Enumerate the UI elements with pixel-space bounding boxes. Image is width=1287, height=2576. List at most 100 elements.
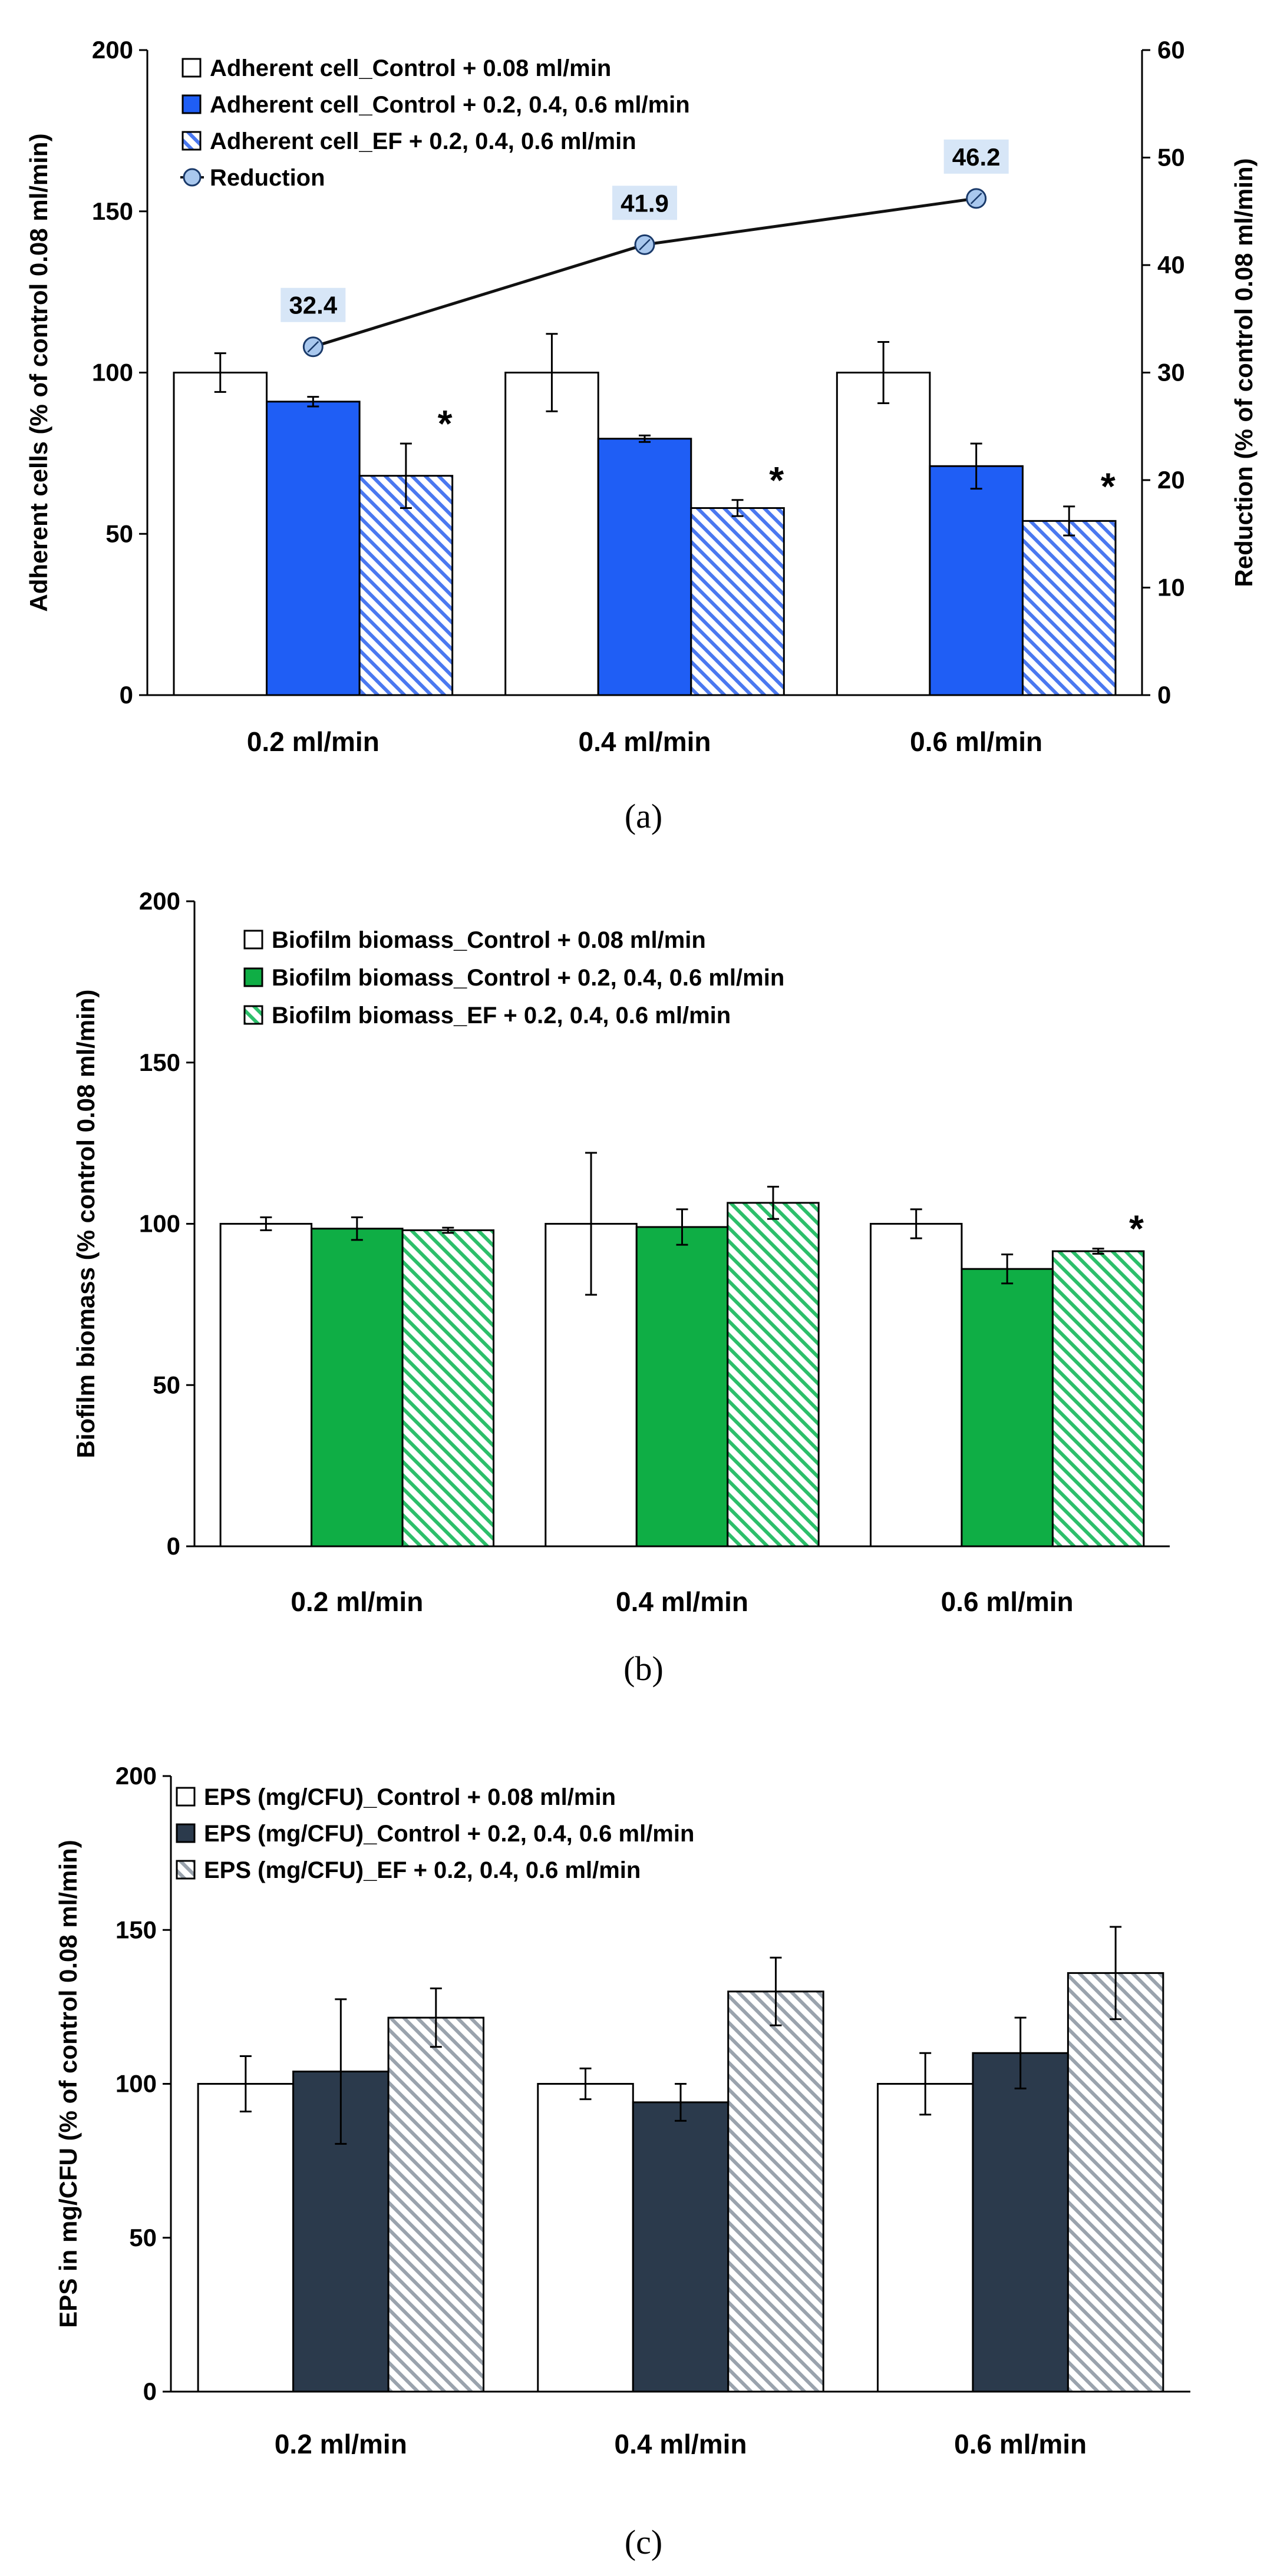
legend-marker-swatch — [183, 168, 202, 187]
legend-label: EPS (mg/CFU)_Control + 0.08 ml/min — [204, 1784, 616, 1810]
legend-label: EPS (mg/CFU)_EF + 0.2, 0.4, 0.6 ml/min — [204, 1857, 641, 1883]
panel-caption: (c) — [625, 2523, 662, 2561]
y-right-tick-label: 60 — [1157, 36, 1185, 64]
reduction-point-hatch — [307, 340, 319, 353]
panel-b: 0 50 100 150 200 Biofilm biomass (% control 0… — [0, 848, 1287, 1697]
x-category-label: 0.4 ml/min — [579, 726, 711, 757]
bar — [929, 465, 1024, 696]
y-axis-title: Adherent cells (% of control 0.08 ml/min… — [25, 133, 52, 611]
significance-marker: * — [1101, 465, 1116, 508]
panel-c: 0 50 100 150 200 EPS in mg/CFU (% of control … — [0, 1697, 1287, 2573]
bar — [1051, 1250, 1145, 1547]
bar — [537, 2083, 634, 2393]
reduction-data-label: 32.4 — [289, 292, 337, 319]
bar — [727, 1990, 824, 2393]
legend-label: Adherent cell_Control + 0.2, 0.4, 0.6 ml… — [210, 92, 690, 118]
y-tick-label: 200 — [116, 1762, 157, 1790]
reduction-point-hatch — [639, 239, 651, 251]
y-tick-label: 150 — [92, 197, 133, 225]
chart-c: 0 50 100 150 200 EPS in mg/CFU (% of control … — [54, 1762, 1190, 2561]
legend-swatch — [243, 1005, 263, 1025]
bar — [219, 1223, 313, 1547]
bar — [387, 2016, 485, 2393]
bar — [311, 1228, 404, 1547]
legend-label: Reduction — [210, 165, 325, 191]
legend-label: Biofilm biomass_Control + 0.08 ml/min — [272, 927, 706, 953]
bar — [358, 475, 454, 696]
reduction-point-hatch — [970, 192, 982, 204]
bar — [197, 2083, 295, 2393]
x-category-label: 0.6 ml/min — [954, 2429, 1087, 2459]
legend-swatch — [243, 930, 263, 950]
bar — [504, 372, 599, 696]
y-tick-label: 100 — [116, 2070, 157, 2098]
legend-swatch — [176, 1860, 196, 1880]
x-category-label: 0.6 ml/min — [910, 726, 1042, 757]
y-right-tick-label: 0 — [1157, 681, 1171, 709]
y-tick-label: 0 — [120, 681, 133, 709]
legend-label: Biofilm biomass_Control + 0.2, 0.4, 0.6 … — [272, 965, 784, 991]
bar — [544, 1223, 638, 1547]
y-right-tick-label: 10 — [1157, 574, 1185, 601]
x-category-label: 0.4 ml/min — [615, 2429, 747, 2459]
chart-b: 0 50 100 150 200 Biofilm biomass (% control 0… — [72, 887, 1170, 1688]
bar — [632, 2101, 730, 2393]
y-tick-label: 50 — [129, 2224, 157, 2251]
x-category-label: 0.2 ml/min — [275, 2429, 407, 2459]
bar — [727, 1202, 820, 1547]
legend-label: Biofilm biomass_EF + 0.2, 0.4, 0.6 ml/mi… — [272, 1003, 731, 1029]
legend-swatch — [176, 1823, 196, 1843]
bar — [876, 2083, 974, 2393]
bar — [690, 507, 785, 696]
y-tick-label: 200 — [92, 36, 133, 64]
reduction-label-bg — [943, 139, 1009, 174]
y-tick-label: 150 — [139, 1049, 180, 1076]
bar — [836, 372, 931, 696]
legend-label: Adherent cell_EF + 0.2, 0.4, 0.6 ml/min — [210, 128, 636, 154]
reduction-data-label: 46.2 — [952, 143, 1001, 171]
y-right-tick-label: 20 — [1157, 466, 1185, 494]
bar — [635, 1226, 729, 1547]
bar — [401, 1229, 495, 1547]
y-tick-label: 150 — [116, 1916, 157, 1943]
y-right-tick-label: 40 — [1157, 251, 1185, 279]
legend-swatch — [243, 967, 263, 987]
bar — [972, 2052, 1069, 2393]
reduction-data-label: 41.9 — [621, 189, 669, 217]
reduction-label-bg — [612, 186, 677, 220]
bar — [1021, 520, 1117, 696]
legend-swatch — [182, 94, 202, 114]
x-category-label: 0.6 ml/min — [941, 1586, 1074, 1617]
y-tick-label: 100 — [139, 1210, 180, 1238]
y-tick-label: 200 — [139, 887, 180, 915]
y-tick-label: 0 — [143, 2377, 157, 2405]
y-tick-label: 0 — [167, 1532, 180, 1560]
bar — [173, 372, 268, 696]
y-tick-label: 50 — [153, 1371, 180, 1398]
y-tick-label: 100 — [92, 359, 133, 386]
significance-marker: * — [1129, 1208, 1144, 1250]
y-right-axis-title: Reduction (% of control 0.08 ml/min) — [1230, 158, 1258, 587]
legend-swatch — [182, 58, 202, 78]
legend-label: Adherent cell_Control + 0.08 ml/min — [210, 55, 611, 81]
legend-swatch — [176, 1787, 196, 1807]
x-category-label: 0.4 ml/min — [616, 1586, 748, 1617]
legend-swatch — [182, 131, 202, 151]
y-axis-title: EPS in mg/CFU (% of control 0.08 ml/min) — [54, 1840, 82, 2327]
legend-label: EPS (mg/CFU)_Control + 0.2, 0.4, 0.6 ml/… — [204, 1821, 694, 1847]
bar — [266, 401, 361, 696]
reduction-label-bg — [280, 287, 346, 322]
bar — [597, 438, 692, 696]
y-tick-label: 50 — [105, 520, 133, 547]
y-right-tick-label: 50 — [1157, 144, 1185, 171]
y-axis-title: Biofilm biomass (% control 0.08 ml/min) — [72, 990, 100, 1459]
panel-caption: (b) — [623, 1649, 664, 1688]
bar — [1067, 1972, 1164, 2393]
significance-marker: * — [769, 459, 784, 501]
panel-caption: (a) — [625, 797, 662, 835]
bar — [869, 1223, 963, 1547]
panel-a: 0 50 100 150 200 Adherent cells (% of control… — [0, 0, 1287, 848]
x-category-label: 0.2 ml/min — [291, 1586, 423, 1617]
reduction-line — [312, 197, 977, 349]
